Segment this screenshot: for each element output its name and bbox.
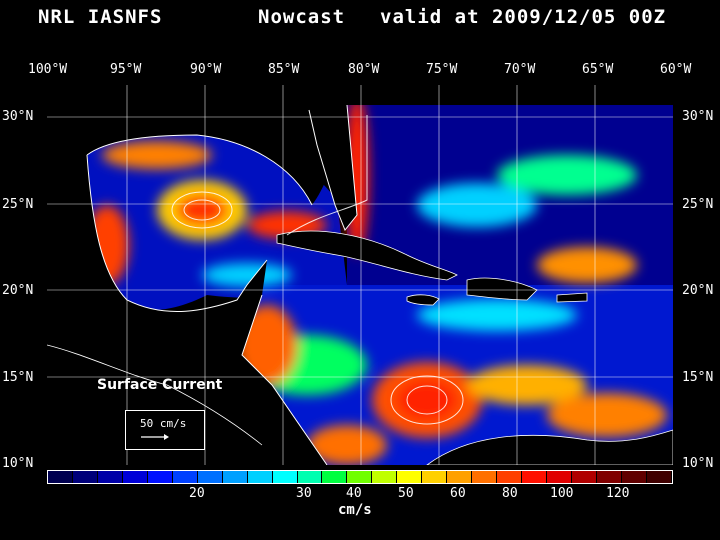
lon-tick-60w: 60°W [660,62,692,77]
colorbar-label-40: 40 [346,486,362,501]
colorbar [47,470,673,484]
colorbar-swatch-1 [72,471,98,483]
current-intensity-blobs [85,95,667,465]
colorbar-swatch-19 [522,471,548,483]
colorbar-swatch-7 [222,471,248,483]
graticule [47,85,673,465]
colorbar-label-80: 80 [502,486,518,501]
colorbar-label-30: 30 [296,486,312,501]
current-speed-map [47,85,673,465]
lat-tick-right-20n: 20°N [682,283,714,298]
colorbar-swatch-15 [422,471,448,483]
colorbar-swatch-18 [497,471,523,483]
colorbar-swatch-0 [48,471,73,483]
coastlines [47,104,358,465]
lat-tick-left-10n: 10°N [2,456,34,471]
eddy-streamlines [171,115,464,425]
valid-time: valid at 2009/12/05 00Z [380,6,667,28]
map-label: Surface Current [97,377,223,393]
lon-tick-100w: 100°W [28,62,68,77]
colorbar-swatch-16 [447,471,473,483]
reference-arrow-icon [141,434,169,440]
lon-tick-85w: 85°W [268,62,300,77]
lat-tick-right-15n: 15°N [682,370,714,385]
lon-tick-65w: 65°W [582,62,614,77]
colorbar-unit: cm/s [338,502,372,518]
lat-tick-left-25n: 25°N [2,197,34,212]
colorbar-label-20: 20 [189,486,205,501]
colorbar-swatch-8 [247,471,273,483]
map-canvas [47,85,673,465]
land-masses [47,85,673,465]
colorbar-swatch-21 [572,471,597,483]
colorbar-swatch-20 [547,471,573,483]
colorbar-label-60: 60 [450,486,466,501]
colorbar-swatch-5 [172,471,198,483]
lat-tick-left-30n: 30°N [2,109,34,124]
colorbar-swatch-4 [147,471,173,483]
reference-vector-label: 50 cm/s [140,417,187,430]
colorbar-label-120: 120 [606,486,630,501]
colorbar-label-100: 100 [550,486,574,501]
forecast-type: Nowcast [258,6,346,28]
lat-tick-right-10n: 10°N [682,456,714,471]
colorbar-swatch-3 [122,471,148,483]
reference-vector-box: 50 cm/s [125,410,205,450]
colorbar-swatch-13 [372,471,398,483]
lon-tick-90w: 90°W [190,62,222,77]
lon-tick-80w: 80°W [348,62,380,77]
lat-tick-left-15n: 15°N [2,370,34,385]
colorbar-swatch-17 [472,471,498,483]
colorbar-label-50: 50 [398,486,414,501]
colorbar-swatch-14 [397,471,423,483]
colorbar-swatch-23 [621,471,647,483]
colorbar-swatch-10 [297,471,323,483]
colorbar-swatch-9 [272,471,298,483]
lat-tick-right-30n: 30°N [682,109,714,124]
lat-tick-left-20n: 20°N [2,283,34,298]
lon-tick-75w: 75°W [426,62,458,77]
colorbar-swatch-11 [322,471,348,483]
colorbar-swatch-22 [596,471,622,483]
lon-tick-95w: 95°W [110,62,142,77]
colorbar-swatch-2 [97,471,123,483]
colorbar-swatch-24 [646,471,672,483]
colorbar-swatch-6 [197,471,223,483]
colorbar-swatch-12 [347,471,373,483]
lat-tick-right-25n: 25°N [682,197,714,212]
lon-tick-70w: 70°W [504,62,536,77]
product-title: NRL IASNFS [38,6,163,28]
